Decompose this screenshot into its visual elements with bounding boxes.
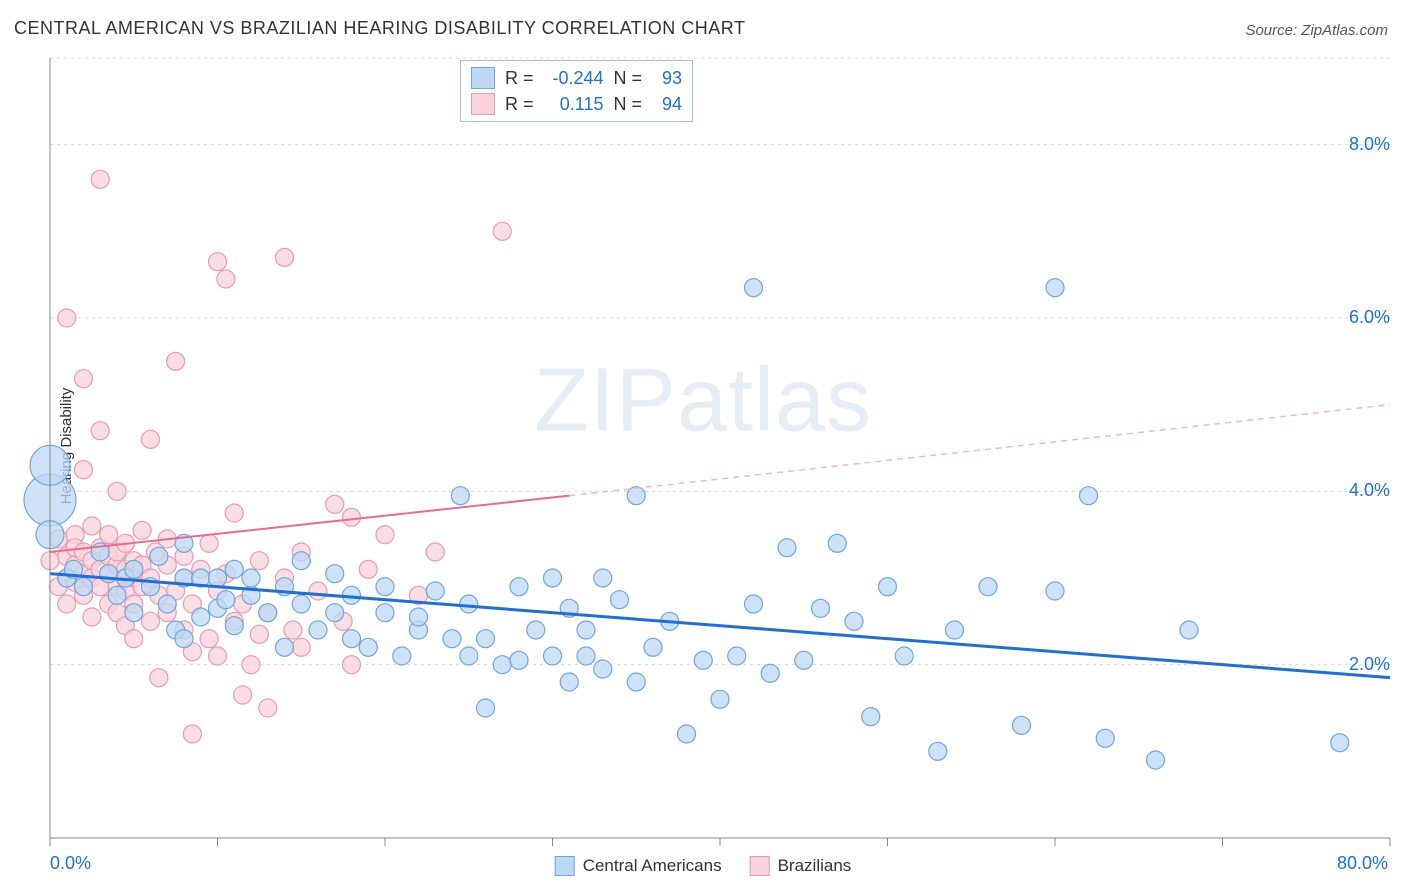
n-value: 93	[652, 68, 682, 89]
legend-item-central-americans: Central Americans	[555, 856, 722, 876]
r-label: R =	[505, 68, 534, 89]
scatter-plot	[50, 58, 1390, 838]
correlation-stats-box: R = -0.244 N = 93 R = 0.115 N = 94	[460, 60, 693, 122]
swatch-icon	[471, 67, 495, 89]
n-label: N =	[614, 68, 643, 89]
chart-title: CENTRAL AMERICAN VS BRAZILIAN HEARING DI…	[14, 18, 745, 39]
n-value: 94	[652, 94, 682, 115]
y-tick-label: 4.0%	[1349, 480, 1390, 501]
y-tick-label: 2.0%	[1349, 654, 1390, 675]
r-value: -0.244	[544, 68, 604, 89]
x-min-label: 0.0%	[50, 853, 91, 874]
x-max-label: 80.0%	[1337, 853, 1388, 874]
swatch-icon	[471, 93, 495, 115]
n-label: N =	[614, 94, 643, 115]
legend-label: Central Americans	[583, 856, 722, 876]
y-tick-label: 6.0%	[1349, 307, 1390, 328]
r-label: R =	[505, 94, 534, 115]
swatch-icon	[750, 856, 770, 876]
legend: Central Americans Brazilians	[555, 856, 852, 876]
y-tick-label: 8.0%	[1349, 134, 1390, 155]
stats-row: R = -0.244 N = 93	[471, 65, 682, 91]
legend-label: Brazilians	[778, 856, 852, 876]
legend-item-brazilians: Brazilians	[750, 856, 852, 876]
stats-row: R = 0.115 N = 94	[471, 91, 682, 117]
source-label: Source: ZipAtlas.com	[1245, 22, 1388, 39]
swatch-icon	[555, 856, 575, 876]
r-value: 0.115	[544, 94, 604, 115]
